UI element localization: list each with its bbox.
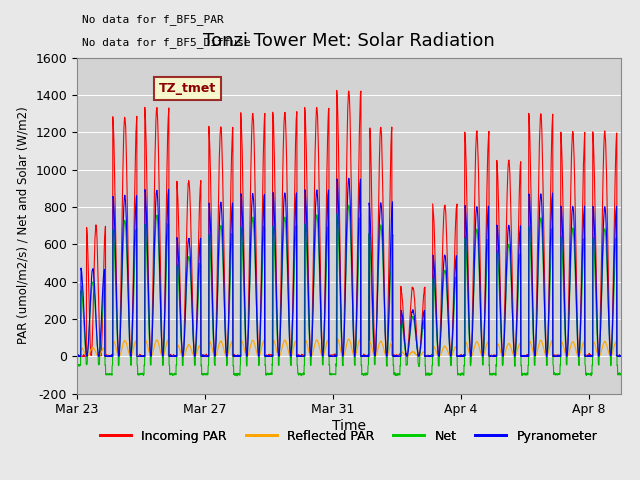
Line: Pyranometer: Pyranometer — [77, 179, 640, 356]
Pyranometer — [73, 353, 81, 359]
Incoming PAR — [164, 139, 172, 144]
Reflected PAR — [129, 349, 136, 355]
Pyranometer — [201, 353, 209, 359]
Line: Reflected PAR: Reflected PAR — [77, 339, 640, 356]
Net — [384, 349, 392, 355]
Net — [575, 362, 582, 368]
Pyranometer — [384, 345, 392, 350]
Pyranometer — [575, 353, 582, 359]
Reflected PAR — [163, 338, 171, 344]
Incoming PAR — [575, 353, 582, 359]
Incoming PAR — [73, 353, 81, 359]
Net — [234, 373, 241, 379]
Incoming PAR — [129, 296, 137, 302]
Text: No data for f_BF5_PAR: No data for f_BF5_PAR — [82, 14, 224, 25]
Y-axis label: PAR (umol/m2/s) / Net and Solar (W/m2): PAR (umol/m2/s) / Net and Solar (W/m2) — [17, 107, 29, 345]
Reflected PAR — [356, 336, 364, 342]
X-axis label: Time: Time — [332, 419, 366, 433]
Pyranometer — [282, 205, 290, 211]
Line: Net: Net — [77, 205, 640, 376]
Title: Tonzi Tower Met: Solar Radiation: Tonzi Tower Met: Solar Radiation — [203, 33, 495, 50]
Incoming PAR — [201, 353, 209, 359]
Incoming PAR — [333, 87, 340, 93]
Incoming PAR — [282, 131, 290, 136]
Line: Incoming PAR: Incoming PAR — [77, 90, 640, 356]
Pyranometer — [345, 176, 353, 181]
Net — [129, 329, 136, 335]
Net — [282, 228, 290, 233]
Reflected PAR — [200, 353, 208, 359]
Text: No data for f_BF5_Diffuse: No data for f_BF5_Diffuse — [82, 37, 251, 48]
Reflected PAR — [282, 338, 290, 344]
Reflected PAR — [575, 353, 582, 359]
Legend: Incoming PAR, Reflected PAR, Net, Pyranometer: Incoming PAR, Reflected PAR, Net, Pyrano… — [95, 425, 602, 448]
Reflected PAR — [73, 353, 81, 359]
Net — [73, 362, 81, 368]
Pyranometer — [129, 310, 137, 315]
Net — [163, 237, 171, 243]
Incoming PAR — [384, 328, 392, 334]
Reflected PAR — [383, 353, 391, 359]
Net — [200, 372, 208, 377]
Net — [345, 203, 353, 208]
Pyranometer — [164, 202, 172, 207]
Incoming PAR — [73, 353, 81, 359]
Pyranometer — [73, 353, 81, 359]
